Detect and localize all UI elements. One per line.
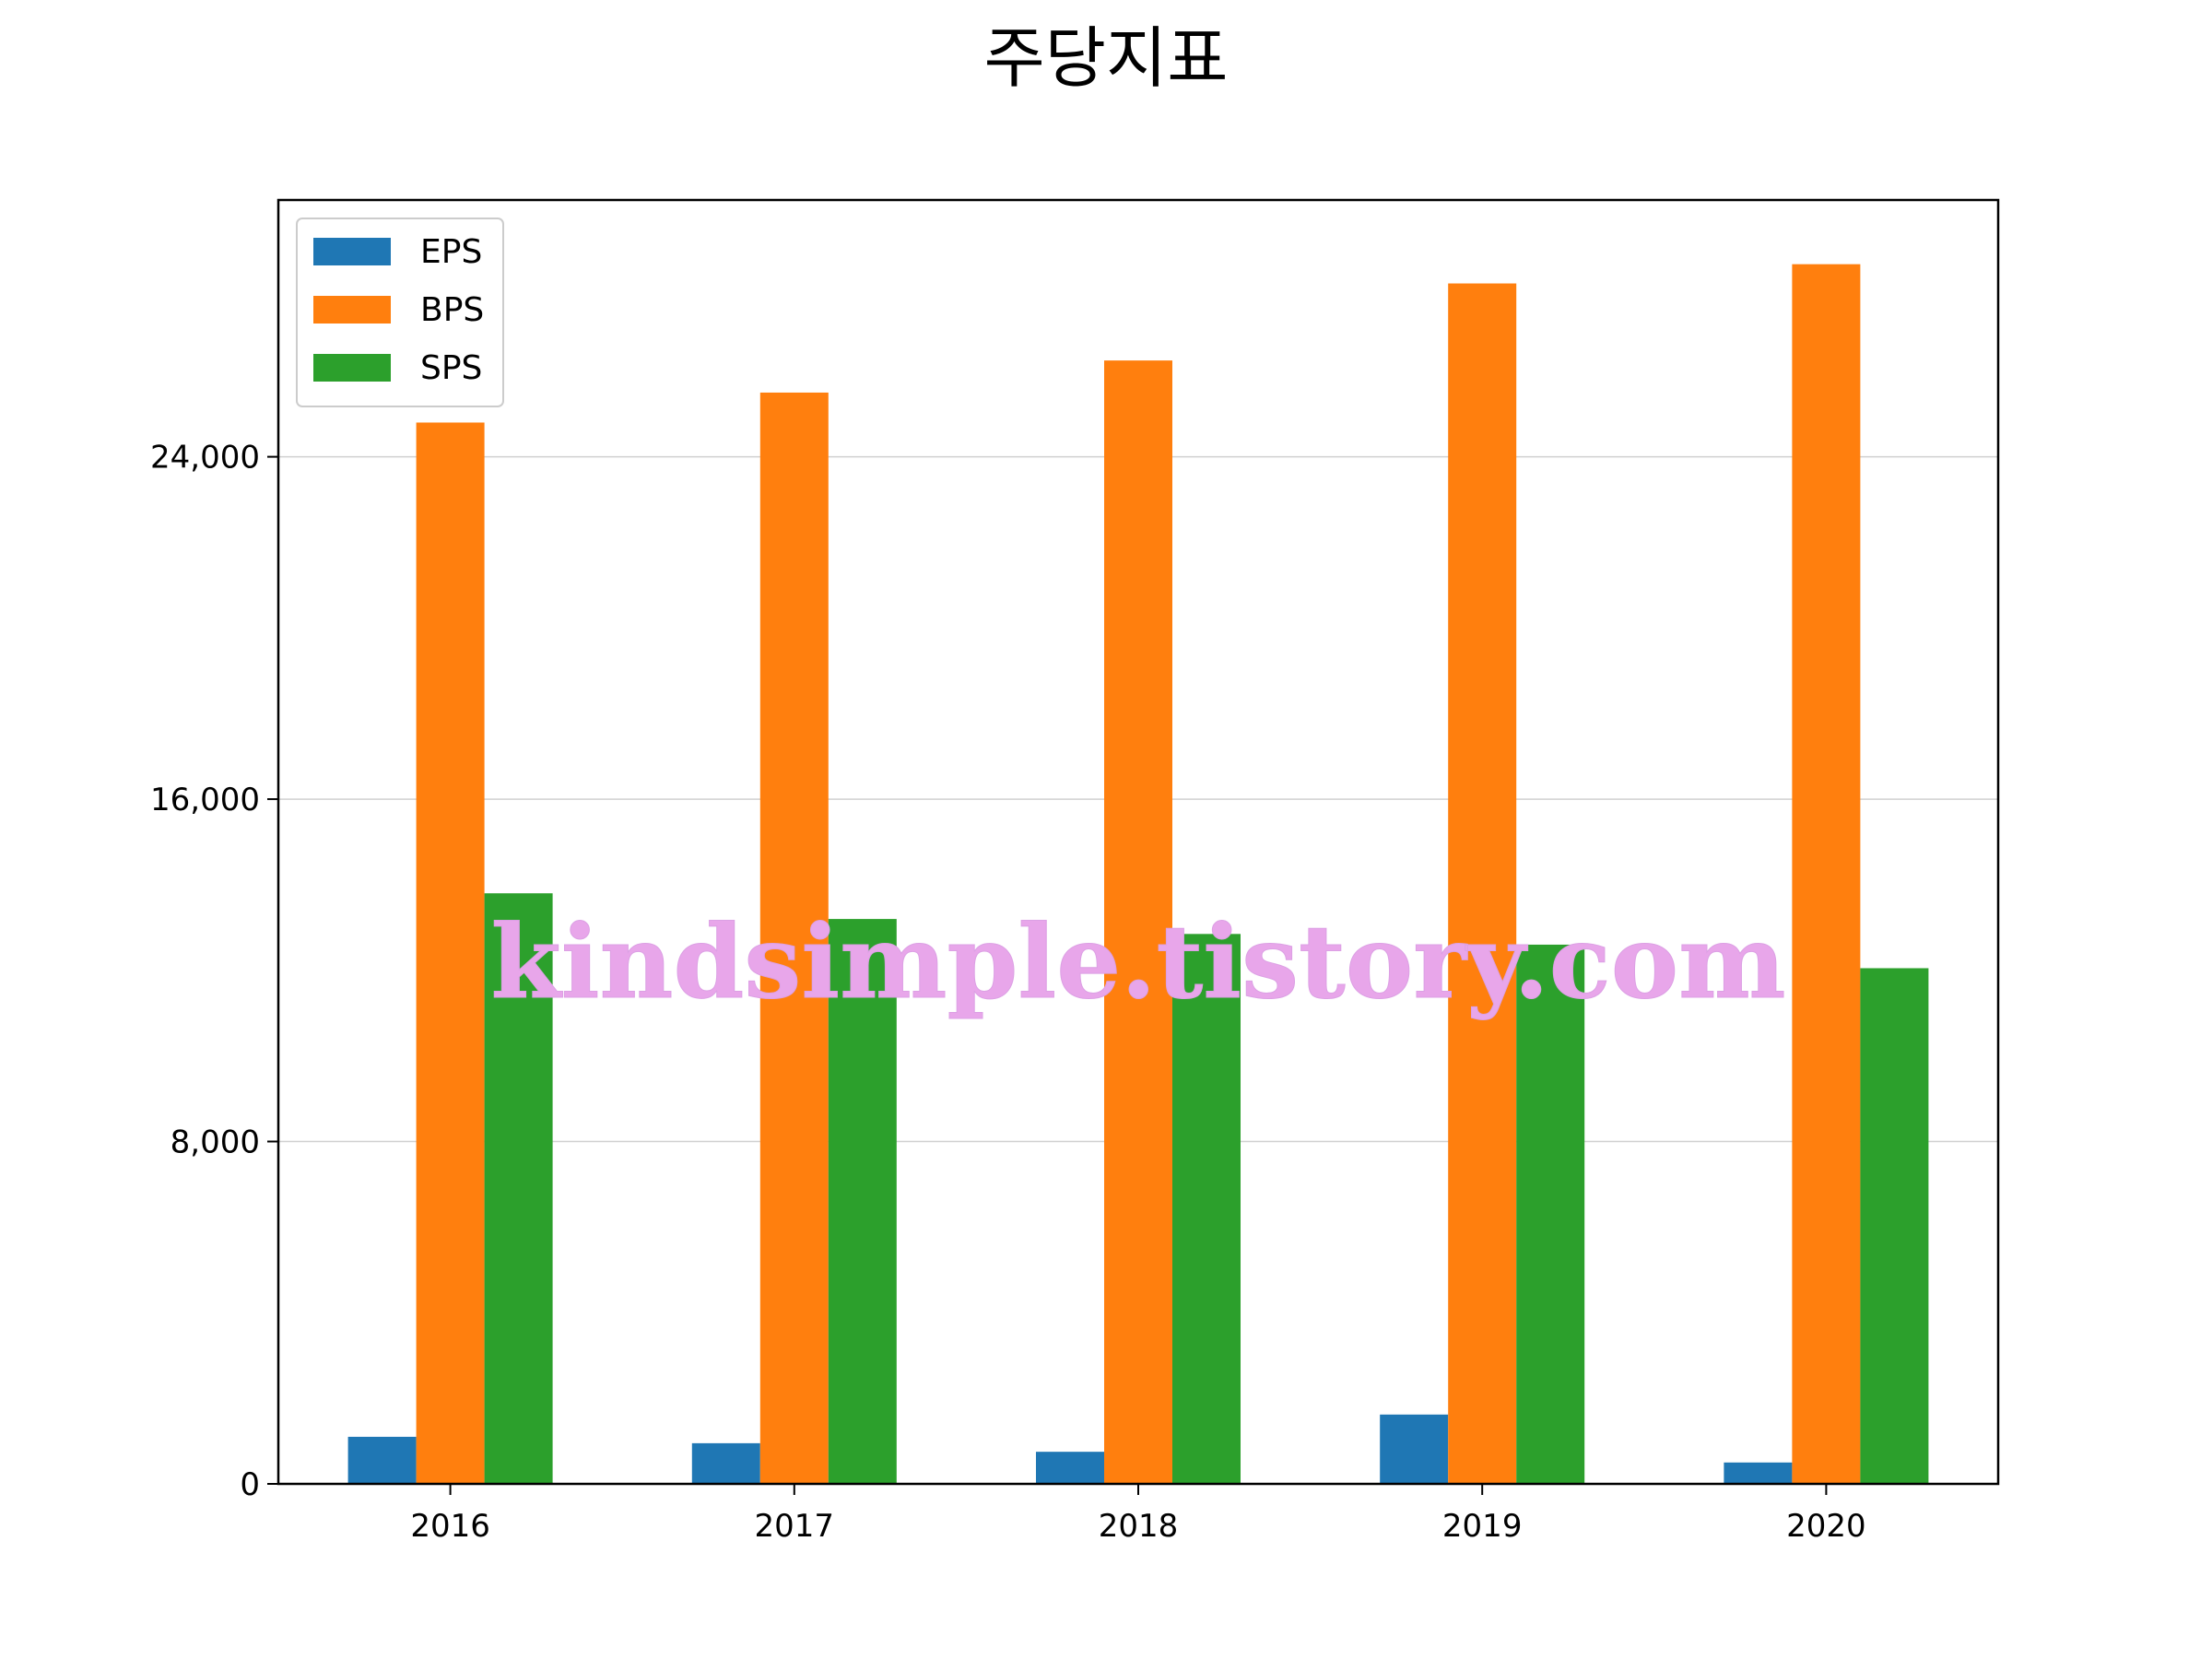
bar-sps-2019 [1516, 944, 1585, 1484]
bar-sps-2020 [1860, 968, 1929, 1484]
legend: EPS BPS SPS [296, 218, 504, 407]
y-axis: 0 8,000 16,000 24,000 [150, 440, 278, 1503]
legend-swatch-eps [313, 238, 391, 265]
bar-bps-2016 [416, 422, 485, 1484]
legend-swatch-bps [313, 296, 391, 324]
bar-eps-2020 [1724, 1462, 1793, 1484]
y-tick-label: 0 [240, 1466, 260, 1503]
bar-bps-2018 [1104, 360, 1172, 1484]
y-tick-label: 24,000 [150, 440, 260, 477]
bar-sps-2018 [1172, 934, 1241, 1484]
bar-bps-2019 [1448, 283, 1517, 1484]
bars [347, 264, 1929, 1485]
y-tick-label: 16,000 [150, 782, 260, 818]
bar-eps-2016 [347, 1436, 417, 1484]
legend-swatch-sps [313, 354, 391, 382]
y-tick-label: 8,000 [171, 1124, 260, 1161]
bar-eps-2018 [1036, 1452, 1104, 1484]
legend-label-sps: SPS [420, 349, 482, 387]
bar-bps-2017 [759, 392, 829, 1485]
x-tick-label: 2018 [1099, 1508, 1179, 1545]
bar-sps-2016 [484, 893, 553, 1484]
bar-bps-2020 [1792, 264, 1861, 1484]
legend-label-eps: EPS [420, 233, 482, 271]
bar-sps-2017 [828, 919, 897, 1484]
x-tick-label: 2019 [1442, 1508, 1523, 1545]
bar-eps-2017 [691, 1442, 760, 1484]
x-tick-label: 2016 [410, 1508, 490, 1545]
x-axis: 2016 2017 2018 2019 2020 [410, 1484, 1866, 1545]
watermark-text: kindsimple.tistory.com [491, 902, 1786, 1021]
legend-label-bps: BPS [420, 291, 484, 329]
x-tick-label: 2020 [1786, 1508, 1866, 1545]
x-tick-label: 2017 [755, 1508, 835, 1545]
chart-title: 주당지표 [984, 19, 1229, 97]
bar-eps-2019 [1380, 1414, 1449, 1484]
